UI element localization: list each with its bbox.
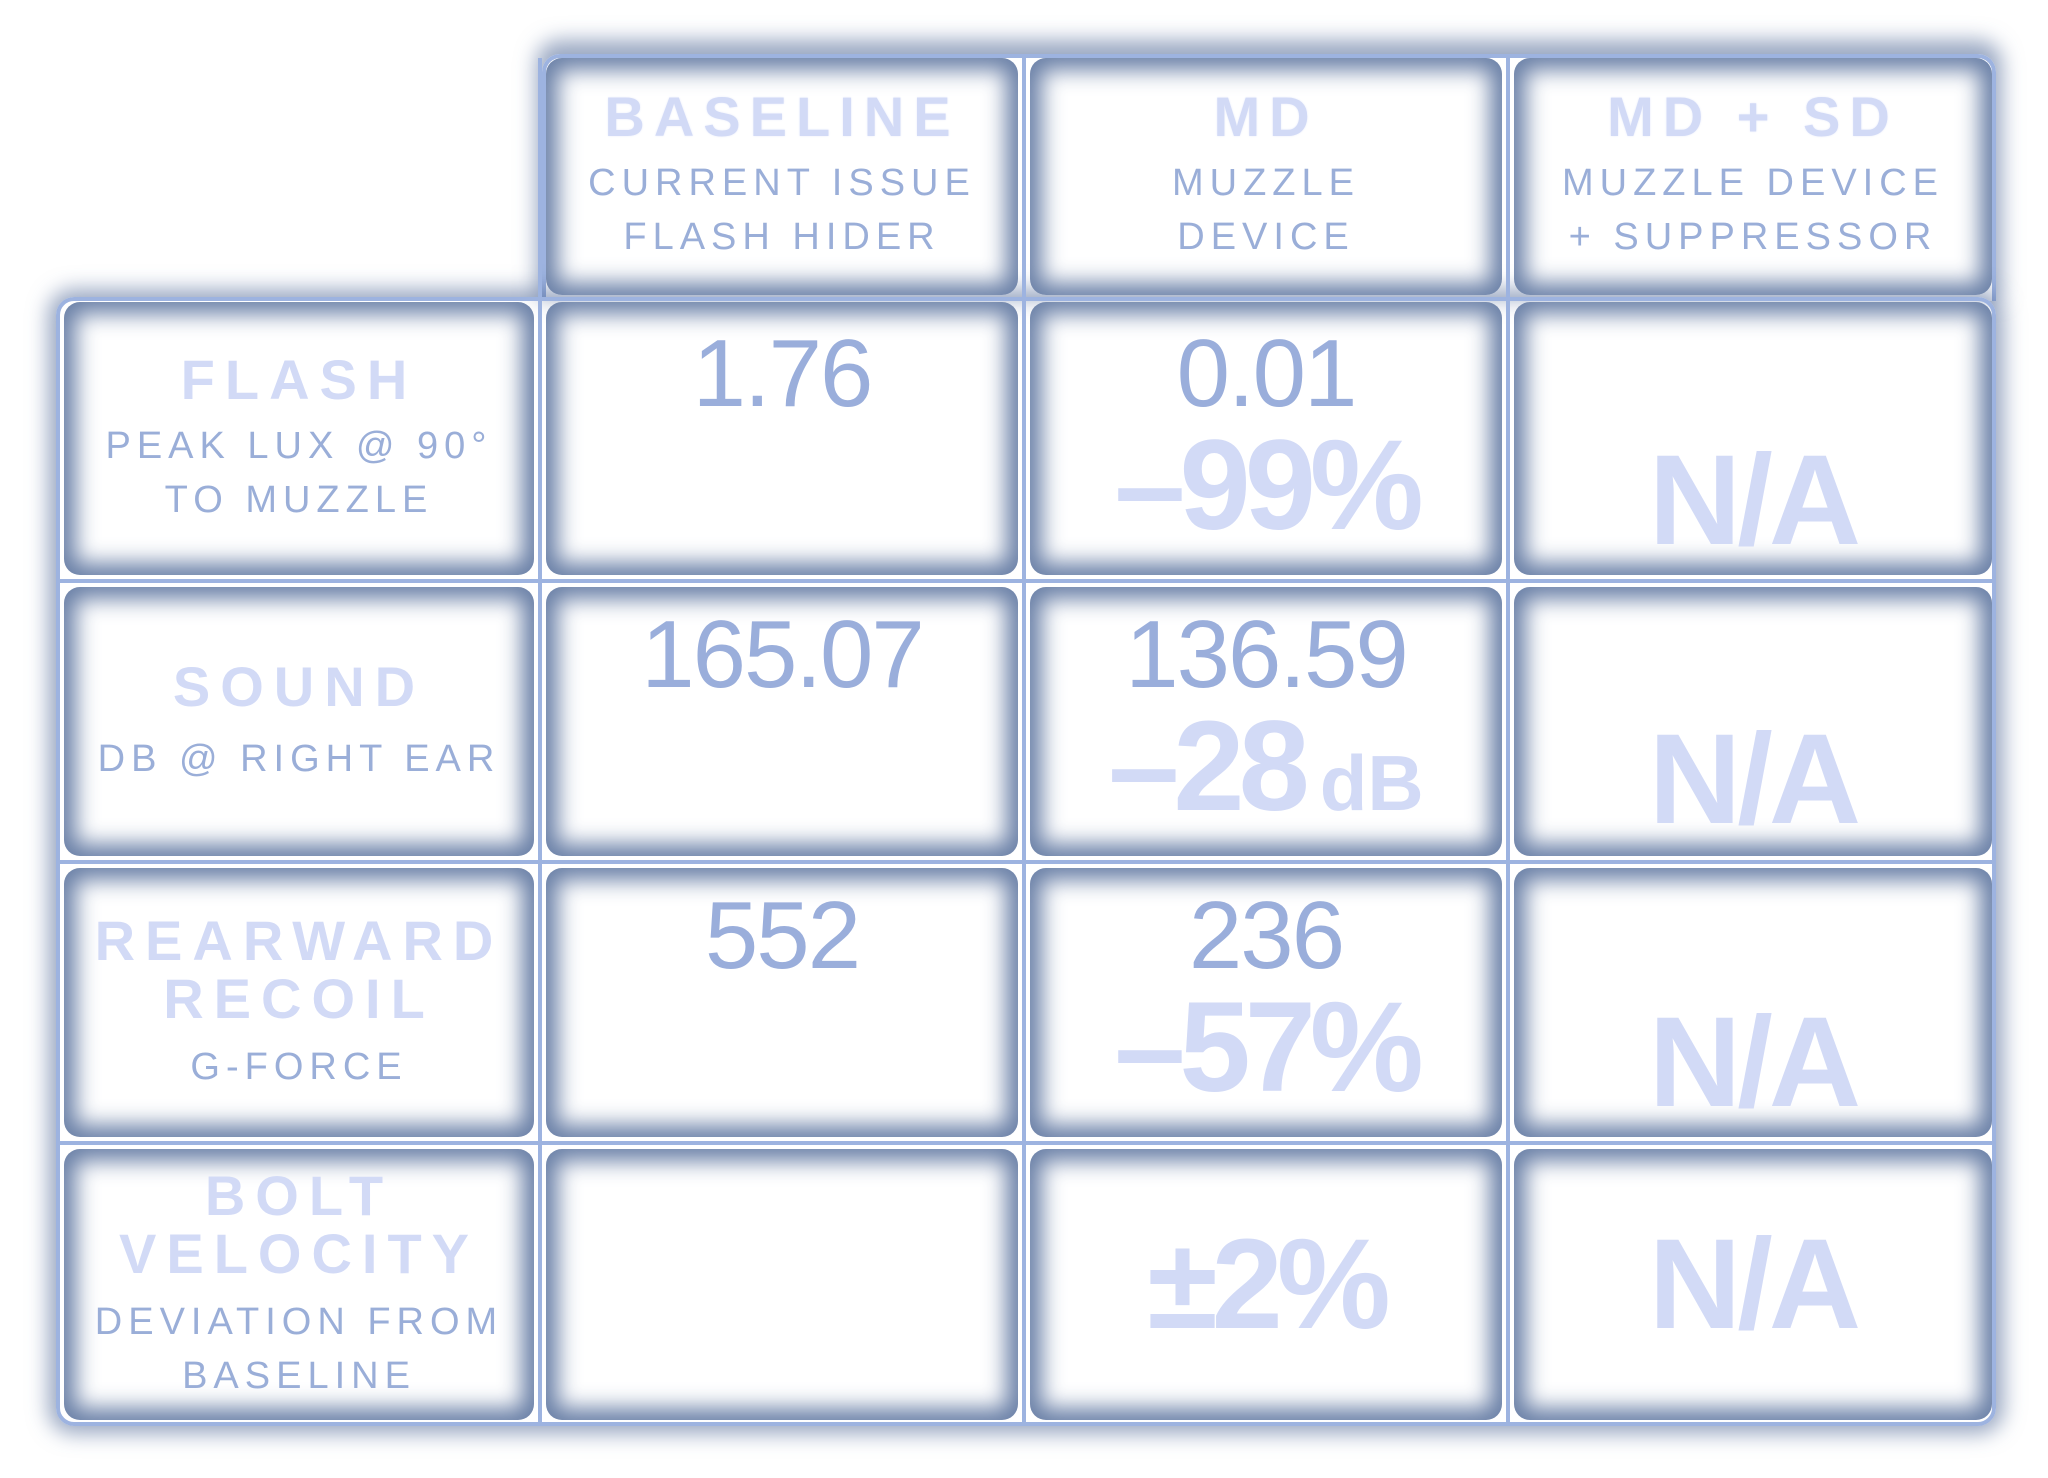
column-title: MD + SD	[1607, 85, 1899, 148]
delta-number: –57%	[1114, 976, 1423, 1119]
column-header-md: MD MUZZLE DEVICE	[1030, 58, 1502, 295]
delta-number: ±2%	[1147, 1212, 1390, 1356]
md-sd-value: N/A	[1648, 1212, 1861, 1356]
column-header-baseline: BASELINE CURRENT ISSUE FLASH HIDER	[546, 58, 1018, 295]
grid-divider	[60, 579, 1992, 583]
table-frame	[56, 297, 1996, 1426]
row-header-flash: FLASH PEAK LUX @ 90° TO MUZZLE	[64, 302, 534, 575]
row-subtitle: G-FORCE	[190, 1045, 408, 1088]
bolt-baseline-cell	[546, 1149, 1018, 1420]
grid-divider	[1022, 58, 1026, 1424]
grid-divider	[538, 58, 542, 1424]
row-header-sound: SOUND DB @ RIGHT EAR	[64, 587, 534, 856]
grid-divider	[60, 860, 1992, 864]
baseline-value: 1.76	[692, 320, 874, 427]
row-title: RECOIL	[163, 966, 435, 1030]
sound-baseline-cell: 165.07	[546, 587, 1018, 856]
grid-divider	[1506, 58, 1510, 1424]
flash-md-cell: 0.01 –99%	[1030, 302, 1502, 575]
row-title: REARWARD	[94, 908, 504, 972]
flash-md-sd-cell: N/A	[1514, 302, 1992, 575]
row-subtitle: DEVIATION FROM	[94, 1300, 504, 1343]
delta-number: –28	[1108, 695, 1310, 838]
row-subtitle: TO MUZZLE	[164, 478, 434, 521]
delta-unit: dB	[1319, 739, 1424, 827]
recoil-md-cell: 236 –57%	[1030, 868, 1502, 1137]
row-title: FLASH	[180, 347, 418, 411]
column-subtitle: CURRENT ISSUE	[588, 162, 976, 204]
column-subtitle: + SUPPRESSOR	[1568, 216, 1938, 258]
column-title: BASELINE	[604, 85, 960, 148]
flash-baseline-cell: 1.76	[546, 302, 1018, 575]
column-header-md-sd: MD + SD MUZZLE DEVICE + SUPPRESSOR	[1514, 58, 1992, 295]
baseline-value: 552	[704, 882, 861, 989]
row-subtitle: PEAK LUX @ 90°	[105, 424, 493, 467]
sound-md-cell: 136.59 –28 dB	[1030, 587, 1502, 856]
row-header-rearward-recoil: REARWARD RECOIL G-FORCE	[64, 868, 534, 1137]
md-value: 236	[1188, 882, 1345, 989]
grid-divider	[60, 1141, 1992, 1145]
md-delta: –28 dB	[1108, 703, 1424, 845]
row-title: VELOCITY	[118, 1221, 480, 1285]
column-subtitle: DEVICE	[1177, 216, 1355, 258]
row-title: SOUND	[172, 654, 426, 718]
bolt-md-sd-cell: N/A	[1514, 1149, 1992, 1420]
row-subtitle: DB @ RIGHT EAR	[97, 737, 501, 780]
recoil-baseline-cell: 552	[546, 868, 1018, 1137]
delta-number: –99%	[1114, 414, 1423, 557]
column-subtitle: FLASH HIDER	[623, 216, 941, 258]
column-header-frame	[542, 54, 1996, 301]
row-header-bolt-velocity: BOLT VELOCITY DEVIATION FROM BASELINE	[64, 1149, 534, 1420]
row-subtitle: BASELINE	[182, 1354, 416, 1397]
md-delta: ±2%	[1147, 1220, 1390, 1348]
row-title: BOLT	[204, 1163, 394, 1227]
md-value: 0.01	[1176, 320, 1358, 427]
recoil-md-sd-cell: N/A	[1514, 868, 1992, 1137]
md-delta: –57%	[1114, 984, 1423, 1112]
md-sd-value: N/A	[1648, 991, 1861, 1134]
column-title: MD	[1213, 85, 1319, 148]
bolt-md-cell: ±2%	[1030, 1149, 1502, 1420]
md-sd-value: N/A	[1648, 708, 1861, 851]
md-value: 136.59	[1125, 601, 1409, 708]
column-subtitle: MUZZLE	[1172, 162, 1360, 204]
md-delta: –99%	[1114, 422, 1423, 550]
md-sd-value: N/A	[1648, 429, 1861, 572]
baseline-value: 165.07	[641, 601, 925, 708]
column-subtitle: MUZZLE DEVICE	[1561, 162, 1945, 204]
sound-md-sd-cell: N/A	[1514, 587, 1992, 856]
